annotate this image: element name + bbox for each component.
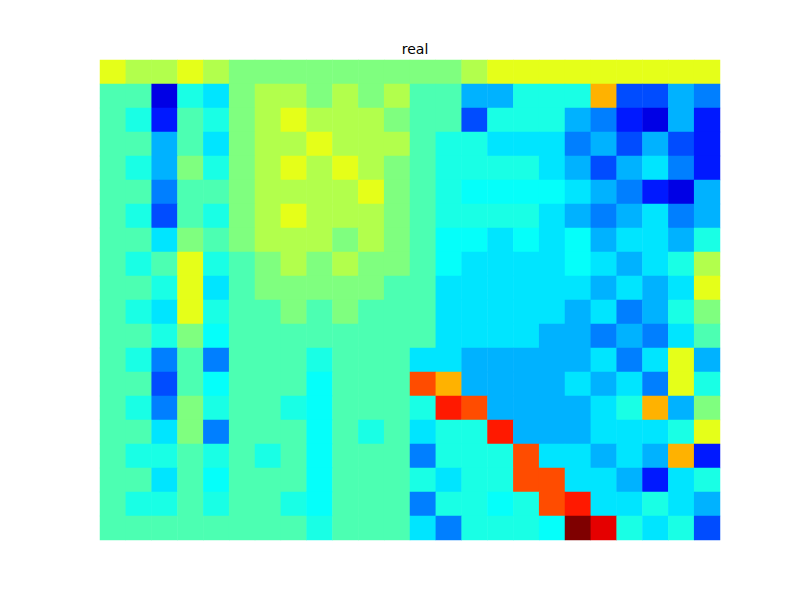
svg-text:real: real [402,41,429,57]
